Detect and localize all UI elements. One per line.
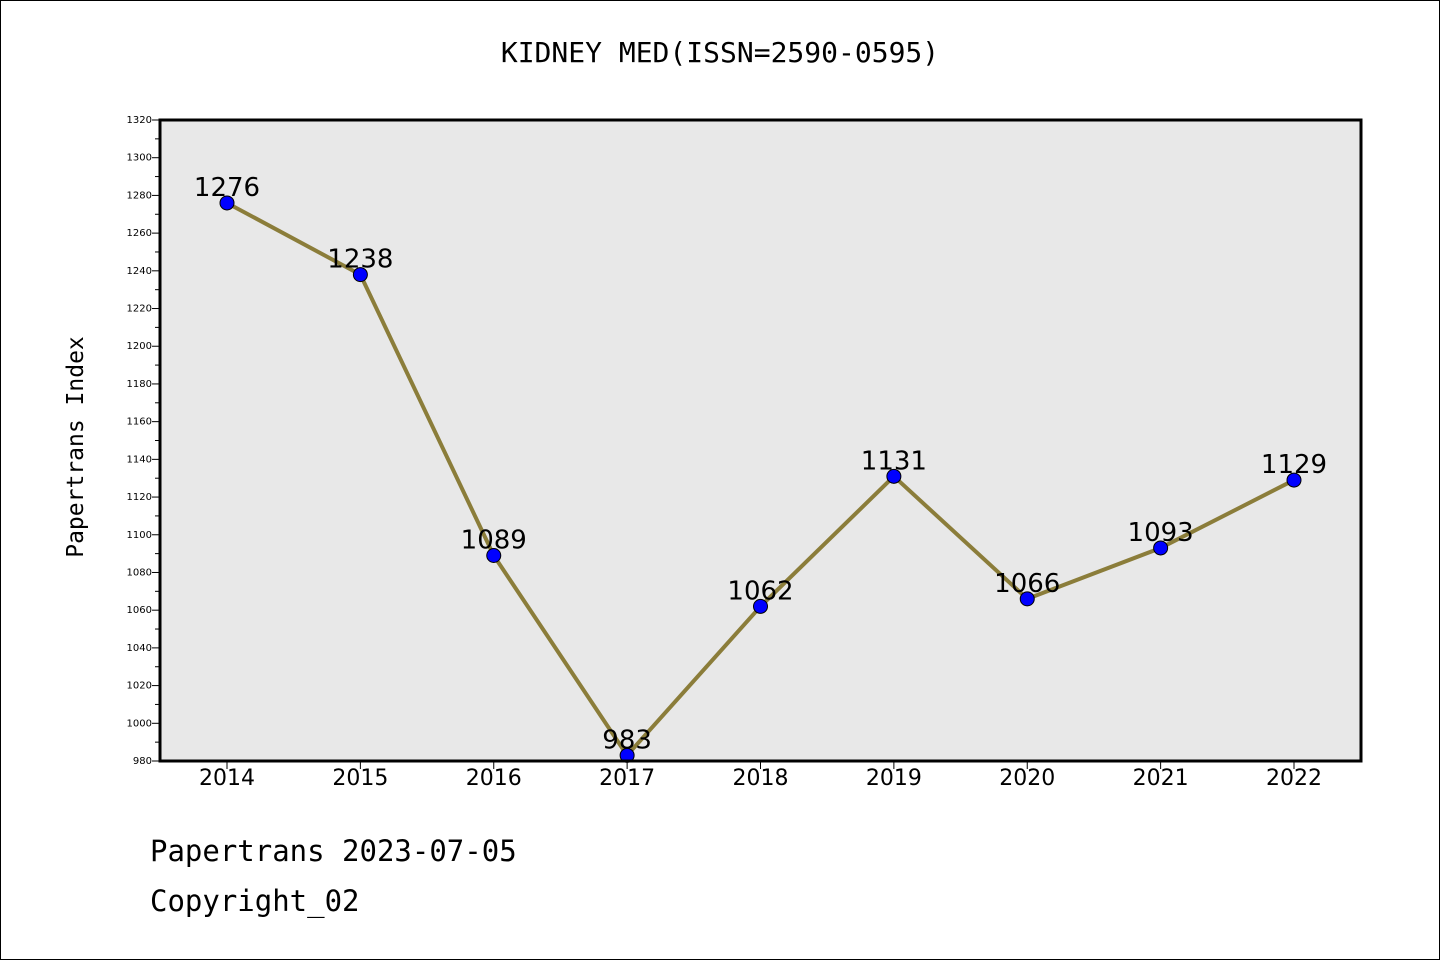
y-tick-label: 1300 — [127, 153, 152, 164]
footer-copyright: Copyright_02 — [150, 884, 360, 918]
y-tick-label: 1080 — [127, 567, 152, 578]
y-tick-label: 1140 — [127, 454, 152, 465]
y-tick-label: 1240 — [127, 266, 152, 277]
y-tick-label: 1000 — [127, 718, 152, 729]
x-tick-label: 2022 — [1266, 766, 1322, 791]
y-tick-label: 1020 — [127, 681, 152, 692]
y-tick-label: 1060 — [127, 605, 152, 616]
x-tick-label: 2019 — [866, 766, 922, 791]
x-tick-label: 2020 — [999, 766, 1055, 791]
y-tick-label: 1040 — [127, 643, 152, 654]
footer-date: Papertrans 2023-07-05 — [150, 834, 517, 868]
data-point-2020 — [1019, 591, 1035, 607]
data-point-2014 — [219, 195, 235, 211]
data-label-2017: 983 — [602, 725, 652, 755]
data-point-2019 — [886, 468, 902, 484]
data-point-2021 — [1153, 540, 1169, 556]
y-tick-label: 1120 — [127, 492, 152, 503]
data-point-2022 — [1286, 472, 1302, 488]
data-label-2020: 1066 — [994, 569, 1060, 599]
y-tick-label: 1180 — [127, 379, 152, 390]
x-tick-label: 2015 — [332, 766, 388, 791]
data-label-2022: 1129 — [1261, 450, 1327, 480]
y-tick-label: 1320 — [127, 115, 152, 126]
data-label-2016: 1089 — [461, 526, 527, 556]
y-tick-label: 980 — [133, 756, 152, 767]
data-label-2019: 1131 — [861, 446, 927, 476]
data-label-2014: 1276 — [194, 173, 260, 203]
y-tick-label: 1100 — [127, 530, 152, 541]
y-tick-label: 1260 — [127, 228, 152, 239]
plot-border — [158, 118, 1363, 763]
data-point-2018 — [753, 598, 768, 614]
data-label-2018: 1062 — [727, 576, 793, 606]
data-label-2015: 1238 — [327, 245, 393, 275]
data-label-2021: 1093 — [1128, 518, 1194, 548]
y-tick-label: 1280 — [127, 190, 152, 201]
x-tick-label: 2018 — [733, 766, 789, 791]
x-tick-label: 2021 — [1133, 766, 1189, 791]
data-point-2015 — [352, 267, 368, 283]
y-tick-label: 1200 — [127, 341, 152, 352]
data-point-2016 — [486, 548, 502, 564]
x-tick-label: 2014 — [199, 766, 255, 791]
y-tick-label: 1220 — [127, 304, 152, 315]
chart-title: KIDNEY MED(ISSN=2590-0595) — [500, 36, 940, 69]
y-tick-label: 1160 — [127, 417, 152, 428]
x-tick-label: 2017 — [599, 766, 655, 791]
plot-area — [160, 120, 1361, 761]
x-tick-label: 2016 — [466, 766, 522, 791]
